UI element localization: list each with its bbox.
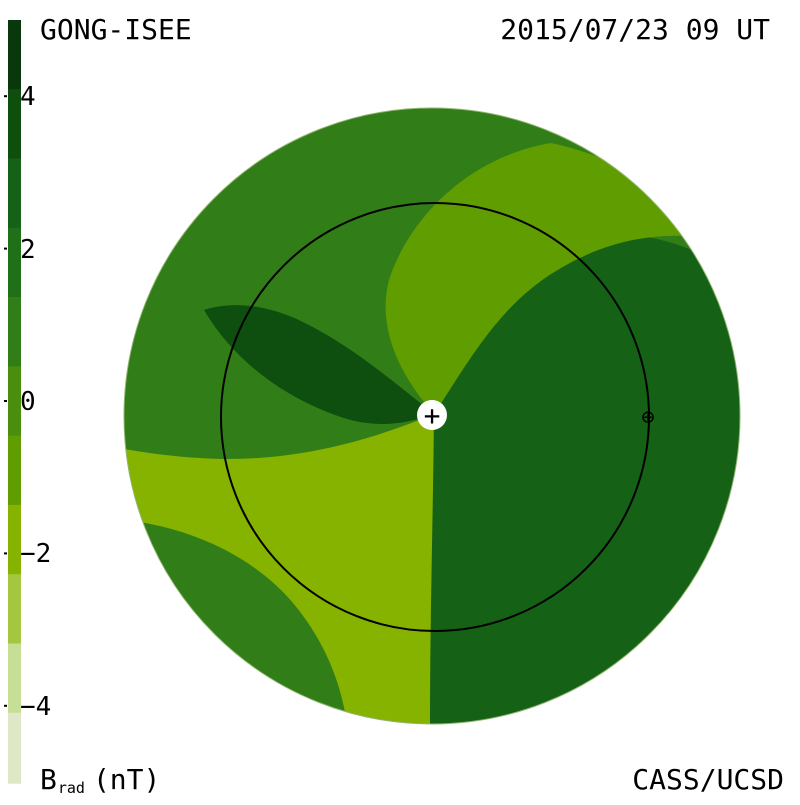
colorbar-segment — [8, 643, 21, 715]
colorbar-tick-mark — [4, 552, 7, 555]
colorbar-tick-label: −2 — [20, 539, 52, 570]
colorbar-segment — [8, 20, 21, 91]
heatmap-light-band-region — [385, 143, 714, 414]
colorbar-title-sub: rad — [57, 779, 85, 797]
colorbar-segment — [8, 158, 21, 230]
colorbar-segment — [8, 574, 21, 646]
colorbar-tick-mark — [4, 400, 7, 402]
sun-center-marker: + — [424, 399, 441, 432]
earth-orbit-ring — [220, 202, 650, 632]
heatmap-negative-region — [124, 414, 434, 724]
colorbar-segment — [8, 504, 21, 576]
colorbar-segment — [8, 712, 21, 784]
colorbar-tick-mark — [4, 95, 7, 98]
colorbar-tick-label: 4 — [20, 82, 36, 113]
heatmap-dark-arm-region — [204, 305, 434, 425]
colorbar-title-main: B — [40, 763, 57, 796]
colorbar — [4, 20, 21, 784]
colorbar-segment — [8, 435, 21, 507]
colorbar-tick-mark — [4, 704, 7, 707]
colorbar-title: Brad (nT) — [40, 766, 160, 796]
colorbar-tick-label: 0 — [20, 387, 36, 417]
colorbar-title-unit: (nT) — [92, 763, 161, 796]
colorbar-segment — [8, 366, 21, 438]
bottom-right-label: CASS/UCSD — [632, 763, 784, 796]
disk-plot: + ⊕ — [123, 107, 741, 725]
top-right-label: 2015/07/23 09 UT — [500, 13, 770, 46]
colorbar-tick-label: −4 — [20, 691, 52, 722]
disk-boundary — [123, 107, 741, 725]
colorbar-tick-mark — [4, 247, 7, 250]
colorbar-segment — [8, 89, 21, 161]
colorbar-segment — [8, 297, 21, 369]
sun-center-disc — [417, 400, 447, 430]
top-left-label: GONG-ISEE — [40, 13, 192, 46]
colorbar-tick-label: 2 — [20, 234, 36, 265]
colorbar-segment — [8, 227, 21, 299]
heatmap-strong-positive-region — [428, 234, 740, 724]
earth-marker: ⊕ — [641, 405, 654, 430]
